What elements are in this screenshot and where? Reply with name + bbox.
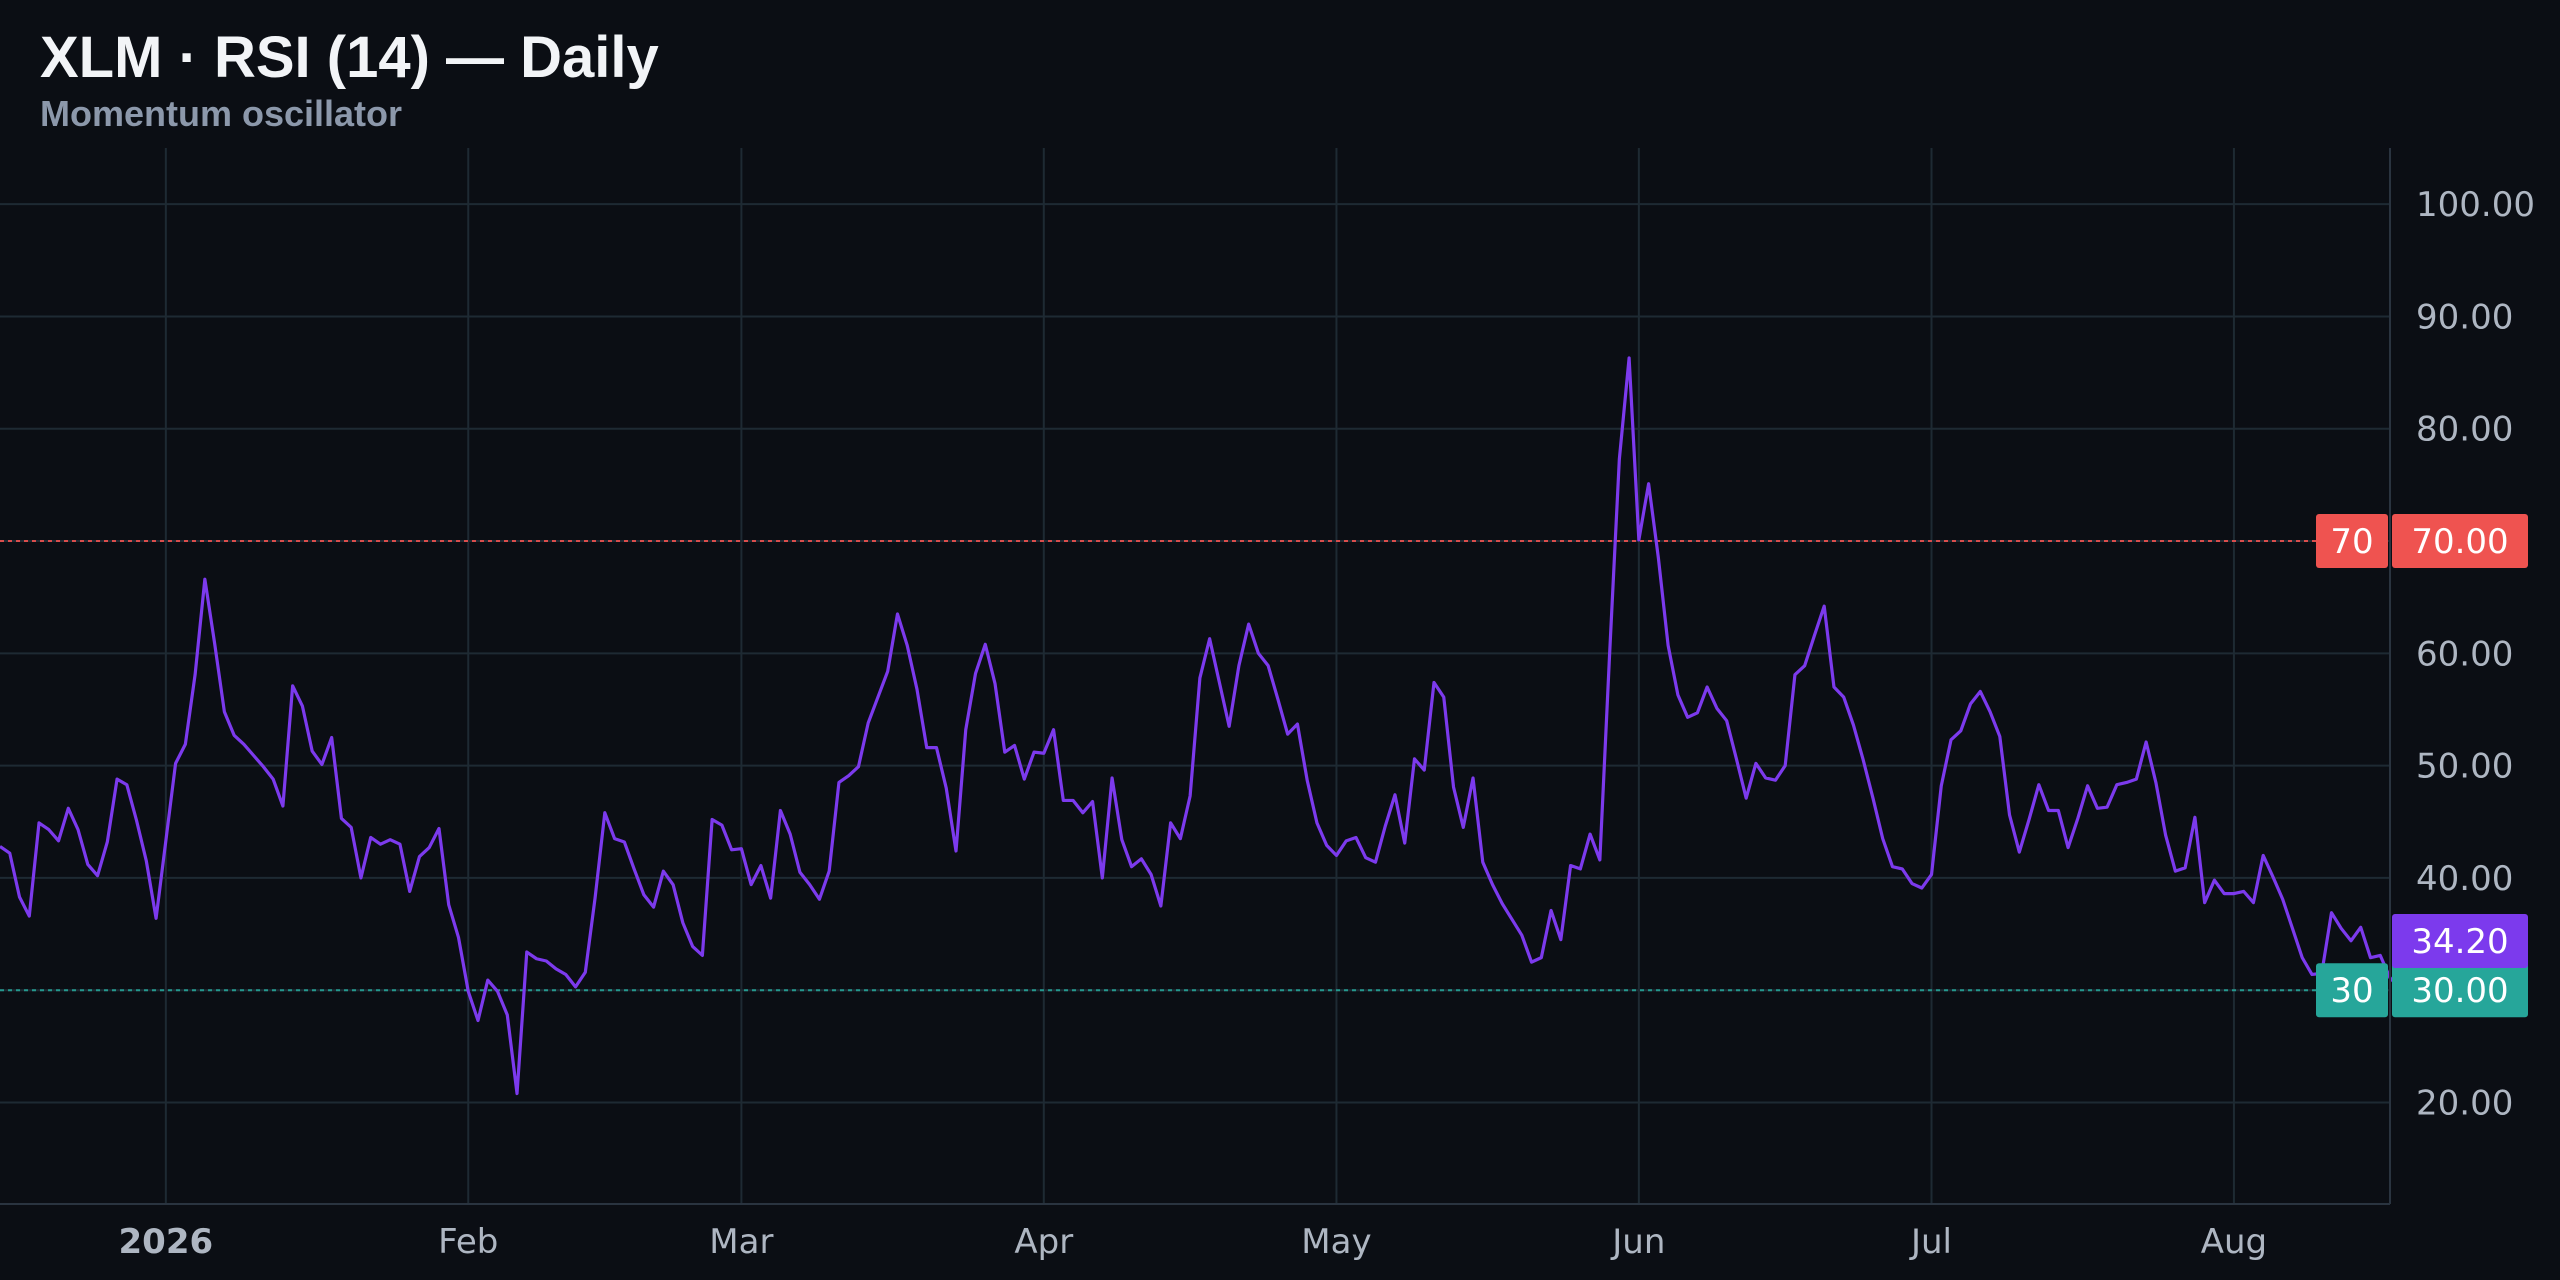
y-tick-label: 40.00 — [2416, 859, 2513, 899]
x-tick-label: Feb — [438, 1222, 498, 1262]
x-gridlines — [164, 148, 2235, 1204]
y-tick-labels: 20.00 40.00 50.00 60.00 80.00 90.00 100.00 — [2416, 185, 2535, 1123]
x-tick-label: Jun — [1610, 1222, 1665, 1262]
x-tick-label: Mar — [709, 1222, 773, 1262]
y-tick-label: 60.00 — [2416, 634, 2513, 674]
axis-badge-30-text: 30.00 — [2411, 971, 2508, 1011]
axis-badge-70-bg — [2392, 514, 2528, 569]
x-tick-label: May — [1301, 1222, 1371, 1262]
chart-subtitle: Momentum oscillator — [40, 93, 403, 134]
axis-badge-30-bg — [2392, 963, 2528, 1018]
x-tick-label: 2026 — [119, 1222, 214, 1262]
level-badge-70-bg — [2316, 514, 2388, 569]
level-badge-70: 70 — [2316, 514, 2388, 569]
level-badge-30: 30 — [2316, 963, 2388, 1018]
chart-title: XLM · RSI (14) — Daily — [40, 25, 659, 90]
axis-badges: 70 70.00 30 30.00 34.20 — [2316, 514, 2528, 1018]
y-tick-label: 90.00 — [2416, 297, 2513, 337]
last-value-badge-text: 34.20 — [2411, 922, 2508, 962]
x-tick-label: Aug — [2201, 1222, 2267, 1262]
y-gridlines — [0, 203, 2390, 1104]
rsi-series-line — [0, 356, 2412, 1096]
axis-badge-70: 70.00 — [2392, 514, 2528, 569]
chart-header: XLM · RSI (14) — Daily Momentum oscillat… — [40, 22, 659, 134]
level-badge-30-bg — [2316, 963, 2388, 1018]
axis-badge-70-text: 70.00 — [2411, 522, 2508, 562]
level-badge-30-text: 30 — [2330, 971, 2373, 1011]
y-tick-label: 50.00 — [2416, 747, 2513, 787]
axis-badge-30: 30.00 — [2392, 963, 2528, 1018]
last-value-badge: 34.20 — [2392, 914, 2528, 969]
y-tick-label: 80.00 — [2416, 410, 2513, 450]
x-tick-label: Apr — [1014, 1222, 1073, 1262]
last-value-badge-bg — [2392, 914, 2528, 969]
level-badge-70-text: 70 — [2330, 522, 2373, 562]
y-tick-label: 100.00 — [2416, 185, 2535, 225]
reference-lines — [0, 540, 2390, 992]
x-tick-labels: 2026 Feb Mar Apr May Jun Jul Aug — [119, 1222, 2268, 1262]
y-tick-label: 20.00 — [2416, 1083, 2513, 1123]
x-tick-label: Jul — [1909, 1222, 1952, 1262]
